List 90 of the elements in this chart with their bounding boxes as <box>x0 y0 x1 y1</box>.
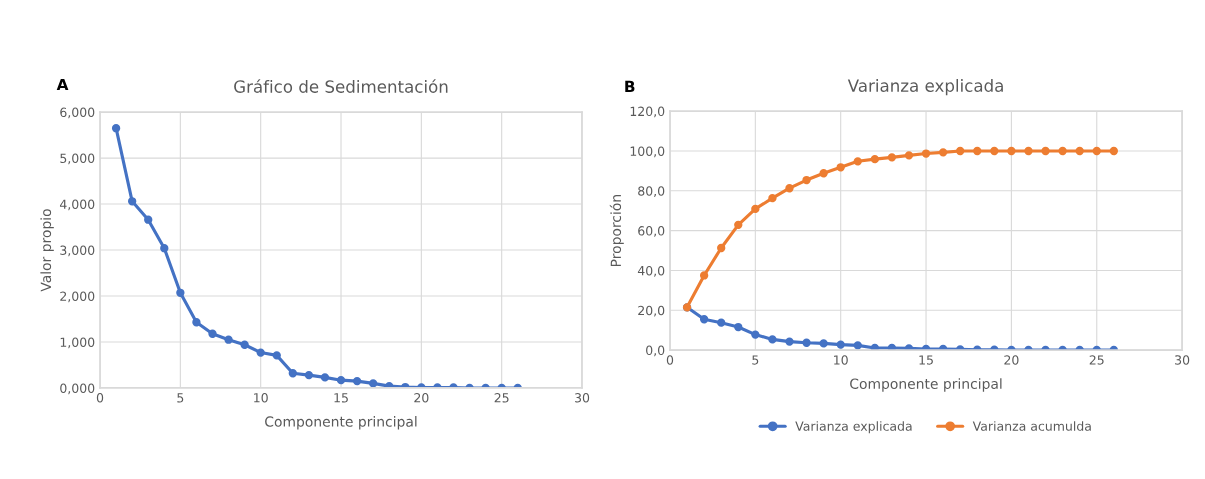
point <box>785 184 794 193</box>
point <box>699 271 709 280</box>
y-tick-label: 2,000 <box>60 291 95 303</box>
x-tick-label: 15 <box>919 355 933 365</box>
point <box>1058 146 1067 156</box>
x-tick-label: 25 <box>494 393 509 403</box>
x-tick-label: 10 <box>834 355 848 365</box>
point <box>717 318 726 327</box>
legend-label: Varianza acumulda <box>972 421 1091 431</box>
point <box>870 154 879 164</box>
chart-title: Gráfico de Sedimentación <box>234 79 448 93</box>
point <box>240 340 249 349</box>
point <box>304 370 314 380</box>
point <box>785 337 794 346</box>
point <box>352 376 362 386</box>
point <box>836 340 845 349</box>
y-tick-label: 3,000 <box>60 245 95 257</box>
point <box>768 194 777 203</box>
y-tick-label: 80,0 <box>638 186 665 197</box>
point <box>802 175 811 185</box>
point <box>751 204 760 214</box>
point <box>699 315 709 324</box>
point <box>887 153 897 162</box>
point <box>144 215 153 224</box>
x-axis-title: Componente principal <box>265 416 417 430</box>
legend-label: Varianza explicada <box>795 421 912 434</box>
point <box>819 339 828 348</box>
y-axis-title: Valor propio <box>40 209 54 292</box>
point <box>802 338 811 347</box>
x-tick-label: 25 <box>1089 355 1104 365</box>
x-tick-label: 10 <box>254 393 268 403</box>
point <box>1109 146 1118 156</box>
point <box>921 149 931 158</box>
y-tick-label: 120,0 <box>630 106 665 118</box>
y-tick-label: 20,0 <box>638 305 665 317</box>
point <box>336 376 346 385</box>
point <box>111 124 121 133</box>
y-axis-title: Proporción <box>609 195 624 267</box>
y-tick-label: 4,000 <box>59 199 95 211</box>
x-tick-label: 0 <box>96 393 104 403</box>
point <box>224 335 233 344</box>
y-tick-label: 1,000 <box>60 337 95 349</box>
point <box>734 322 743 332</box>
y-tick-label: 40,0 <box>637 265 665 277</box>
y-tick-label: 60,0 <box>638 226 665 237</box>
x-tick-label: 5 <box>177 393 184 403</box>
x-tick-label: 15 <box>334 393 348 403</box>
point <box>208 329 217 338</box>
point <box>717 243 726 253</box>
point <box>990 146 999 156</box>
y-tick-label: 0,000 <box>60 383 95 395</box>
point <box>956 146 965 156</box>
point <box>288 369 297 378</box>
x-tick-label: 20 <box>414 393 429 403</box>
point <box>176 288 185 297</box>
x-tick-label: 0 <box>666 355 674 365</box>
chart-title: Varianza explicada <box>847 79 1003 96</box>
x-tick-label: 20 <box>1004 355 1019 365</box>
point <box>973 146 982 156</box>
y-tick-label: 6,000 <box>60 107 95 119</box>
point <box>1075 146 1084 156</box>
point <box>768 335 777 344</box>
point <box>256 348 265 357</box>
point <box>127 197 137 206</box>
point <box>904 151 914 160</box>
x-tick-label: 5 <box>752 355 759 365</box>
point <box>819 169 828 178</box>
point <box>160 244 169 253</box>
point <box>368 379 378 388</box>
point <box>1092 146 1101 156</box>
point <box>272 351 281 360</box>
y-tick-label: 100,0 <box>630 146 665 158</box>
point <box>836 163 845 172</box>
x-tick-label: 30 <box>1175 355 1190 365</box>
point <box>751 330 760 339</box>
point <box>938 148 948 157</box>
point <box>192 318 201 327</box>
y-tick-label: 0,0 <box>646 345 665 357</box>
y-tick-label: 5,000 <box>60 153 95 165</box>
point <box>1007 146 1016 156</box>
text: B <box>625 80 635 93</box>
point <box>853 341 862 350</box>
point <box>1041 146 1050 156</box>
x-axis-title: Componente principal <box>850 378 1002 392</box>
text: A <box>56 78 69 91</box>
x-tick-label: 30 <box>575 393 590 403</box>
point <box>853 157 862 166</box>
point <box>734 220 743 230</box>
point <box>1024 146 1033 156</box>
point <box>320 373 330 382</box>
